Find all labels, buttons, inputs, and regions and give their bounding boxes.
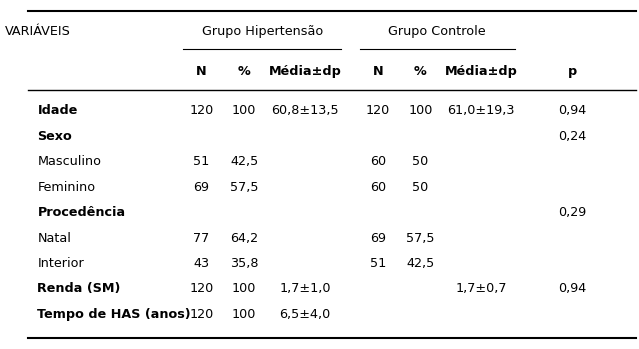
Text: 77: 77 bbox=[194, 231, 210, 245]
Text: N: N bbox=[196, 65, 207, 78]
Text: Média±dp: Média±dp bbox=[268, 65, 341, 78]
Text: 60: 60 bbox=[370, 181, 386, 194]
Text: 42,5: 42,5 bbox=[230, 155, 258, 168]
Text: 60,8±13,5: 60,8±13,5 bbox=[271, 104, 339, 118]
Text: 1,7±1,0: 1,7±1,0 bbox=[279, 282, 330, 295]
Text: N: N bbox=[373, 65, 383, 78]
Text: 0,24: 0,24 bbox=[558, 130, 587, 143]
Text: 120: 120 bbox=[189, 282, 213, 295]
Text: 61,0±19,3: 61,0±19,3 bbox=[447, 104, 515, 118]
Text: 100: 100 bbox=[408, 104, 433, 118]
Text: 0,94: 0,94 bbox=[558, 104, 587, 118]
Text: 6,5±4,0: 6,5±4,0 bbox=[279, 308, 330, 321]
Text: Masculino: Masculino bbox=[38, 155, 102, 168]
Text: 42,5: 42,5 bbox=[406, 257, 435, 270]
Text: Procedência: Procedência bbox=[38, 206, 125, 219]
Text: 1,7±0,7: 1,7±0,7 bbox=[456, 282, 507, 295]
Text: 100: 100 bbox=[232, 282, 256, 295]
Text: 0,29: 0,29 bbox=[558, 206, 587, 219]
Text: 69: 69 bbox=[370, 231, 386, 245]
Text: 57,5: 57,5 bbox=[406, 231, 435, 245]
Text: Tempo de HAS (anos): Tempo de HAS (anos) bbox=[38, 308, 191, 321]
Text: 57,5: 57,5 bbox=[230, 181, 258, 194]
Text: Grupo Controle: Grupo Controle bbox=[389, 25, 486, 38]
Text: 64,2: 64,2 bbox=[230, 231, 258, 245]
Text: Interior: Interior bbox=[38, 257, 84, 270]
Text: 120: 120 bbox=[366, 104, 390, 118]
Text: Natal: Natal bbox=[38, 231, 72, 245]
Text: 50: 50 bbox=[412, 155, 429, 168]
Text: p: p bbox=[568, 65, 577, 78]
Text: 43: 43 bbox=[194, 257, 210, 270]
Text: 35,8: 35,8 bbox=[230, 257, 258, 270]
Text: Sexo: Sexo bbox=[38, 130, 72, 143]
Text: 120: 120 bbox=[189, 104, 213, 118]
Text: Idade: Idade bbox=[38, 104, 78, 118]
Text: 51: 51 bbox=[194, 155, 210, 168]
Text: Grupo Hipertensão: Grupo Hipertensão bbox=[202, 25, 323, 38]
Text: VARIÁVEIS: VARIÁVEIS bbox=[4, 25, 70, 38]
Text: 51: 51 bbox=[370, 257, 386, 270]
Text: Média±dp: Média±dp bbox=[445, 65, 518, 78]
Text: 120: 120 bbox=[189, 308, 213, 321]
Text: %: % bbox=[414, 65, 427, 78]
Text: 60: 60 bbox=[370, 155, 386, 168]
Text: %: % bbox=[238, 65, 250, 78]
Text: 100: 100 bbox=[232, 308, 256, 321]
Text: 100: 100 bbox=[232, 104, 256, 118]
Text: 69: 69 bbox=[194, 181, 210, 194]
Text: Renda (SM): Renda (SM) bbox=[38, 282, 121, 295]
Text: 50: 50 bbox=[412, 181, 429, 194]
Text: 0,94: 0,94 bbox=[558, 282, 587, 295]
Text: Feminino: Feminino bbox=[38, 181, 96, 194]
